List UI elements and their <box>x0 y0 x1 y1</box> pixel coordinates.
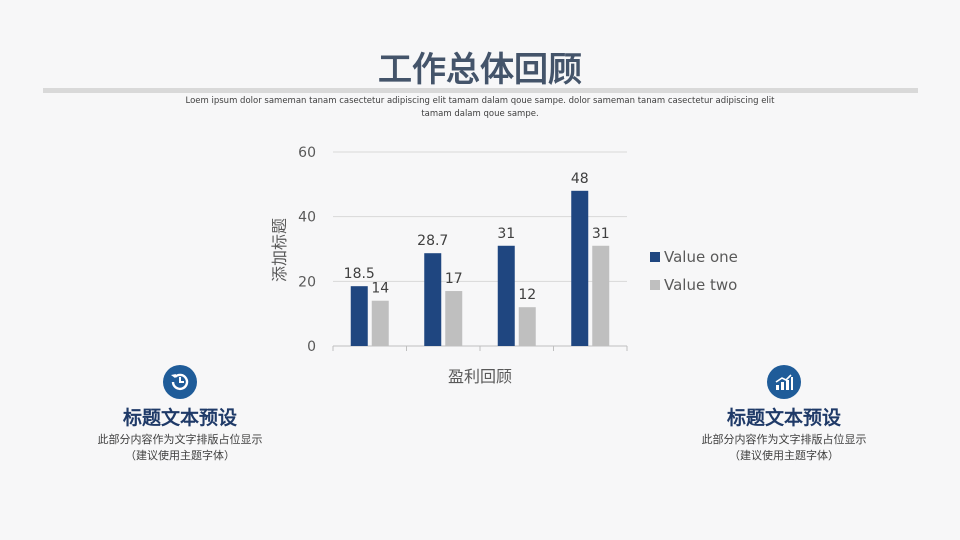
history-clock-icon <box>163 365 197 399</box>
data-label: 12 <box>518 287 536 303</box>
data-label: 48 <box>571 171 589 187</box>
bar-chart: 0 20 40 60 18.5 28.7 31 48 14 17 12 31 盈利回顾 添加标题 Value… <box>270 145 738 386</box>
feature-title: 标题文本预设 <box>726 407 841 429</box>
y-tick-label: 0 <box>307 339 316 355</box>
bar-2 <box>518 307 536 346</box>
data-label: 31 <box>497 226 515 242</box>
bar-1 <box>497 245 515 346</box>
bar-2 <box>371 300 389 346</box>
bar-1 <box>350 286 368 346</box>
page-title: 工作总体回顾 <box>378 50 582 90</box>
data-label: 17 <box>445 271 463 287</box>
feature-right: 标题文本预设 此部分内容作为文字排版占位显示 （建议使用主题字体） <box>664 365 904 464</box>
bar-2 <box>592 245 610 346</box>
data-label: 31 <box>592 226 610 242</box>
data-label: 18.5 <box>344 266 375 282</box>
subtitle-text: Loem ipsum dolor sameman tanam casectetu… <box>185 96 775 119</box>
y-axis-label: 添加标题 <box>270 218 289 282</box>
bar-1 <box>424 253 442 346</box>
title-divider <box>43 88 918 93</box>
feature-title: 标题文本预设 <box>122 407 237 429</box>
x-axis-label: 盈利回顾 <box>448 367 512 386</box>
feature-note: （建议使用主题字体） <box>125 449 235 462</box>
feature-left: 标题文本预设 此部分内容作为文字排版占位显示 （建议使用主题字体） <box>60 365 300 464</box>
data-label: 28.7 <box>417 233 448 249</box>
feature-desc: 此部分内容作为文字排版占位显示 <box>701 433 867 446</box>
y-tick-label: 20 <box>298 274 316 290</box>
legend-swatch <box>650 252 660 262</box>
feature-desc: 此部分内容作为文字排版占位显示 <box>97 433 263 446</box>
y-tick-label: 40 <box>298 210 316 226</box>
bar-1 <box>571 190 589 346</box>
bar-chart-growth-icon <box>767 365 801 399</box>
legend-label: Value two <box>664 276 737 294</box>
legend-swatch <box>650 280 660 290</box>
feature-note: （建议使用主题字体） <box>729 449 839 462</box>
data-label: 14 <box>371 281 389 297</box>
y-tick-label: 60 <box>298 145 316 161</box>
legend-label: Value one <box>664 248 738 266</box>
bar-2 <box>445 291 463 346</box>
